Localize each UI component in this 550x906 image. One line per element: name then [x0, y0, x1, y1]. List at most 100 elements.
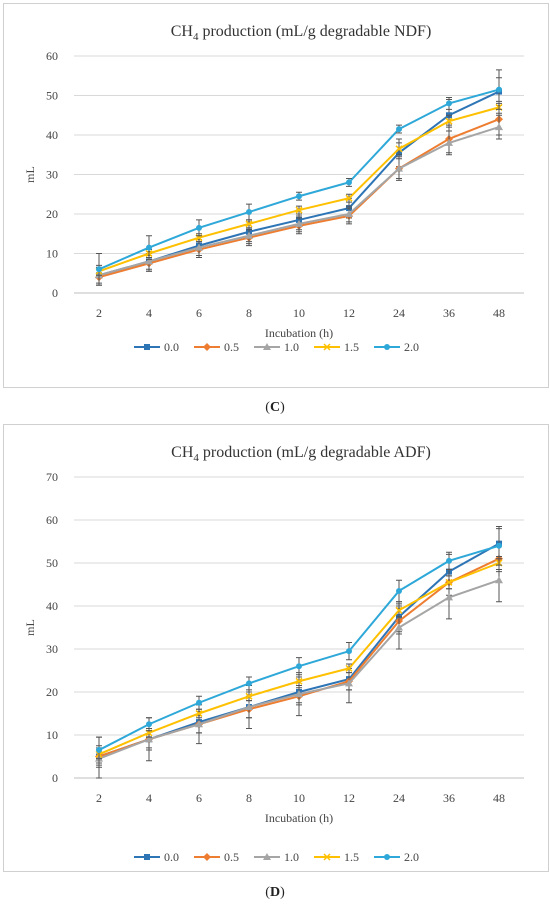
legend-item-0.0: 0.0	[134, 340, 179, 354]
data-point	[146, 244, 152, 251]
y-tick-label: 60	[46, 49, 58, 63]
x-tick-label: 8	[246, 791, 252, 805]
y-tick-label: 50	[46, 556, 58, 570]
title-subscript: 4	[193, 452, 199, 464]
chart-panel-d: CH4 production (mL/g degradable ADF) 0 10 2…	[3, 424, 549, 872]
x-tick-label: 12	[343, 791, 355, 805]
data-point	[495, 576, 503, 584]
data-point	[245, 703, 253, 711]
data-point	[295, 677, 303, 685]
x-tick-label: 12	[343, 306, 355, 320]
legend-label: 1.0	[284, 850, 299, 864]
x-tick-label: 10	[293, 306, 305, 320]
data-point	[395, 606, 403, 614]
y-tick-label: 40	[46, 128, 58, 142]
x-axis-label: Incubation (h)	[265, 811, 333, 825]
legend-label: 0.0	[164, 850, 179, 864]
legend-label: 0.5	[224, 340, 239, 354]
legend-item-1.5: 1.5	[314, 850, 359, 864]
data-point	[295, 206, 303, 214]
data-point	[446, 100, 452, 107]
data-point	[395, 164, 403, 172]
data-point	[495, 123, 503, 131]
data-point	[395, 623, 403, 631]
data-point	[445, 578, 453, 586]
series-line	[98, 106, 500, 273]
data-point	[196, 224, 202, 231]
data-point	[295, 690, 303, 698]
y-tick-label: 20	[46, 685, 58, 699]
x-tick-label: 48	[493, 791, 505, 805]
x-tick-label: 36	[443, 306, 455, 320]
series-line	[98, 88, 500, 271]
chart-c-title: CH4 production (mL/g degradable NDF)	[171, 23, 432, 43]
data-point	[346, 179, 352, 186]
panel-label-d: (D)	[265, 885, 285, 900]
data-point	[445, 138, 453, 146]
title-main: CH	[171, 444, 194, 461]
y-tick-label: 30	[46, 642, 58, 656]
data-point	[245, 692, 253, 700]
legend-marker	[203, 343, 211, 351]
title-rest: production (mL/g degradable NDF)	[198, 23, 431, 40]
x-tick-label: 2	[96, 791, 102, 805]
data-point	[145, 735, 153, 743]
data-point	[445, 117, 453, 125]
data-point	[445, 593, 453, 601]
data-point	[246, 209, 252, 216]
legend-label: 1.5	[344, 340, 359, 354]
x-tick-label: 6	[196, 791, 202, 805]
y-tick-label: 60	[46, 513, 58, 527]
legend-label: 0.0	[164, 340, 179, 354]
data-point	[396, 126, 402, 133]
x-tick-label: 6	[196, 306, 202, 320]
legend-label: 1.5	[344, 850, 359, 864]
x-tick-label: 10	[293, 791, 305, 805]
chart-panel-c: CH4 production (mL/g degradable NDF) 0 10 2…	[3, 3, 549, 388]
legend-item-0.0: 0.0	[134, 850, 179, 864]
y-tick-label: 40	[46, 599, 58, 613]
legend-label: 0.5	[224, 850, 239, 864]
panel-letter-c: C	[269, 400, 281, 415]
x-axis-label: Incubation (h)	[265, 326, 333, 340]
series-line	[98, 544, 500, 751]
y-tick-label: 10	[46, 728, 58, 742]
data-point	[146, 721, 152, 728]
legend-marker	[384, 344, 390, 350]
data-point	[446, 557, 452, 564]
x-tick-label: 24	[393, 306, 405, 320]
data-point	[396, 587, 402, 594]
legend-item-2.0: 2.0	[374, 340, 419, 354]
legend-marker	[263, 853, 271, 860]
title-subscript: 4	[193, 31, 199, 43]
title-rest: production (mL/g degradable ADF)	[199, 444, 431, 461]
panel-label-c: (C)	[265, 400, 285, 415]
data-point	[296, 663, 302, 670]
chart-c-svg: CH4 production (mL/g degradable NDF)0102…	[23, 23, 524, 354]
data-point	[345, 664, 353, 672]
data-point	[96, 747, 102, 754]
series-1.5	[95, 100, 503, 276]
data-point	[245, 231, 253, 239]
y-tick-label: 70	[46, 470, 58, 484]
x-tick-label: 8	[246, 306, 252, 320]
legend-marker	[323, 343, 331, 351]
chart-d-svg: CH4 production (mL/g degradable ADF) 0 10 2…	[23, 444, 524, 864]
panel-letter-d: D	[269, 885, 281, 900]
legend-marker	[144, 344, 150, 350]
series-line	[98, 90, 500, 277]
legend-item-0.5: 0.5	[194, 850, 239, 864]
legend-label: 1.0	[284, 340, 299, 354]
legend-item-1.0: 1.0	[254, 340, 299, 354]
data-point	[295, 219, 303, 227]
y-tick-label: 0	[52, 771, 58, 785]
legend-item-0.5: 0.5	[194, 340, 239, 354]
legend-marker	[263, 343, 271, 350]
legend-marker	[203, 853, 211, 861]
data-point	[195, 709, 203, 718]
series-2.0	[96, 69, 502, 286]
series-line	[98, 542, 500, 758]
data-point	[195, 243, 203, 251]
legend-item-1.0: 1.0	[254, 850, 299, 864]
data-point	[496, 542, 502, 549]
